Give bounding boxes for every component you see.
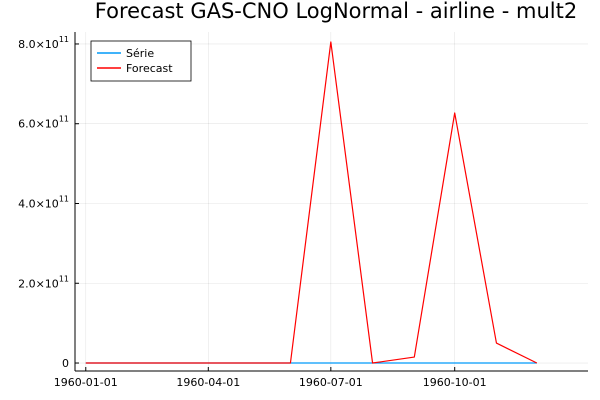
x-tick-label: 1960-07-01: [299, 376, 363, 389]
x-tick-label: 1960-01-01: [54, 376, 118, 389]
legend-label: Série: [126, 47, 154, 60]
axes: [74, 32, 588, 372]
x-axis-ticks: 1960-01-01 1960-04-01 1960-07-01 1960-10-01: [54, 367, 487, 389]
x-tick-label: 1960-10-01: [423, 376, 487, 389]
y-tick-label: 6.0×1011: [18, 115, 69, 131]
x-tick-label: 1960-04-01: [176, 376, 240, 389]
y-tick-label: 4.0×1011: [18, 194, 69, 210]
series-line-forecast: [85, 41, 538, 364]
y-tick-label: 2.0×1011: [18, 274, 69, 290]
legend: Série Forecast: [90, 40, 192, 82]
legend-box: [90, 40, 192, 82]
chart-title: Forecast GAS-CNO LogNormal - airline - m…: [95, 0, 577, 23]
legend-label: Forecast: [126, 62, 173, 75]
y-tick-label: 0: [62, 357, 69, 370]
y-axis-ticks: 0 2.0×1011 4.0×1011 6.0×1011 8.0×1011: [18, 35, 79, 370]
series-lines: [85, 41, 538, 364]
y-tick-label: 8.0×1011: [18, 35, 69, 51]
